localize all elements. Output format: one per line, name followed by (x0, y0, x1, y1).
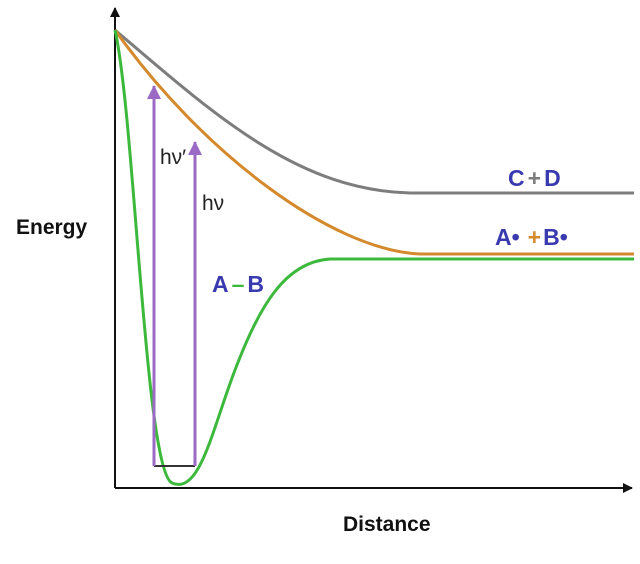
bound-label: A – B (212, 271, 264, 297)
products-op: + (528, 165, 541, 191)
radical-curve (113, 29, 634, 256)
products-right: D (544, 165, 561, 191)
bound-right: B (247, 271, 264, 297)
radical-op: + (528, 224, 541, 250)
radical-right: B• (543, 224, 568, 250)
products-left: C (508, 165, 525, 191)
products-curve (114, 28, 634, 195)
radical-left: A• (495, 224, 520, 250)
photon-label-high: hν′ (160, 146, 186, 169)
bound-left: A (212, 271, 229, 297)
photon-label-low: hν (202, 192, 224, 215)
bound-op: – (232, 271, 245, 297)
products-label: C + D (508, 165, 561, 191)
x-axis-label: Distance (343, 513, 431, 536)
y-axis-label: Energy (16, 216, 88, 239)
bound-curve (113, 29, 634, 486)
radical-label: A• +B• (495, 224, 568, 250)
